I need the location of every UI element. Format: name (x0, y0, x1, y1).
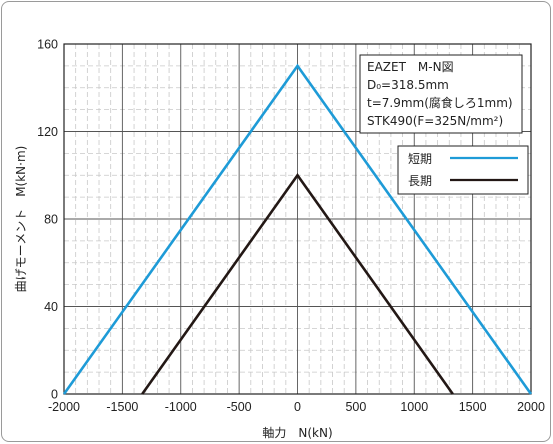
x-tick-labels: -2000 -1500 -1000 -500 0 500 1000 1500 2000 (48, 400, 545, 414)
spec-line-thickness: t=7.9mm(腐食しろ1mm) (367, 95, 513, 110)
x-axis-label: 軸力 N(kN) (262, 426, 332, 440)
y-axis-label: 曲げモーメント M(kN·m) (14, 146, 28, 293)
y-tick-label: 80 (44, 213, 58, 227)
spec-annotation-box: EAZET M-N図 D₀=318.5mm t=7.9mm(腐食しろ1mm) S… (359, 54, 523, 134)
spec-line-material: STK490(F=325N/mm²) (367, 114, 503, 128)
x-tick-label: 2000 (517, 400, 545, 414)
x-tick-label: -500 (227, 400, 252, 414)
spec-line-diameter: D₀=318.5mm (367, 78, 449, 92)
y-tick-label: 160 (37, 38, 58, 52)
legend-label-short-term: 短期 (408, 152, 432, 166)
legend-label-long-term: 長期 (408, 174, 432, 188)
spec-line-title: EAZET M-N図 (367, 60, 454, 74)
y-tick-label: 40 (44, 300, 58, 314)
x-tick-label: 1000 (400, 400, 428, 414)
y-tick-labels: 0 40 80 120 160 (37, 38, 58, 402)
spec-annotation-border (359, 54, 523, 134)
plot-area (63, 43, 532, 395)
series-layer (62, 63, 533, 395)
x-tick-label: -1000 (165, 400, 197, 414)
x-tick-label: 500 (345, 400, 366, 414)
y-tick-label: 120 (37, 125, 58, 139)
x-tick-label: -2000 (48, 400, 80, 414)
x-tick-label: -1500 (106, 400, 138, 414)
legend: 短期 長期 (397, 145, 529, 195)
series-line-1 (141, 173, 454, 395)
legend-border (397, 145, 529, 195)
x-tick-label: 0 (294, 400, 301, 414)
y-tick-label: 0 (51, 388, 58, 402)
x-tick-label: 1500 (459, 400, 487, 414)
series-line-0 (62, 63, 533, 395)
